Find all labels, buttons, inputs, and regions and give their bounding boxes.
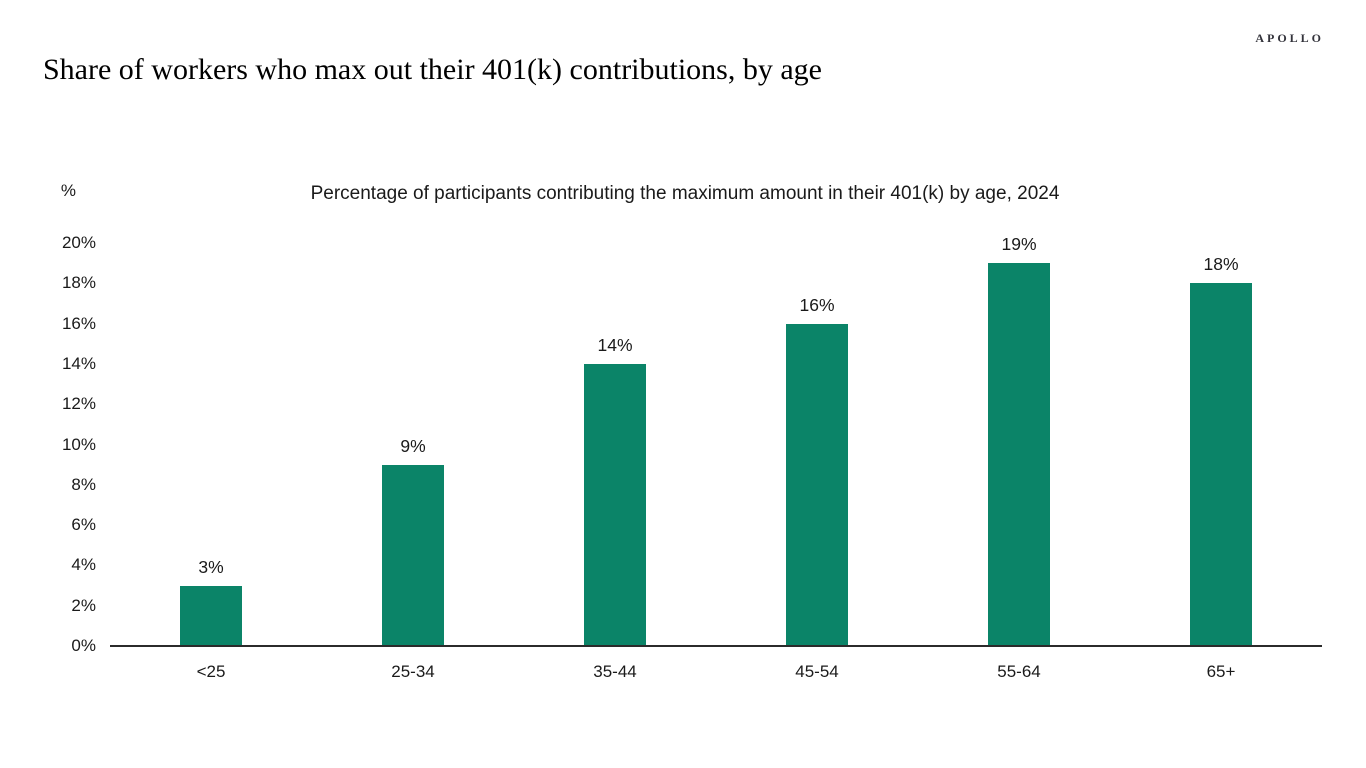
bar-value-label: 9% [400,435,426,456]
y-axis-tick-label: 10% [61,434,96,454]
y-axis-tick-label: 2% [71,595,96,615]
y-axis-tick-label: 16% [61,313,96,333]
x-axis-tick-label: 65+ [1206,662,1236,681]
y-axis-unit-label: % [60,181,76,200]
bar-value-label: 18% [1203,254,1239,275]
bar-1 [180,585,242,646]
x-axis-tick-label: <25 [196,662,226,681]
bar-5 [988,263,1050,646]
bar-value-label: 16% [799,294,835,315]
x-axis-baseline [110,645,1322,647]
bar-value-label: 19% [1001,234,1037,255]
y-axis-tick-label: 20% [61,233,96,252]
page-title: Share of workers who max out their 401(k… [43,53,822,86]
bar-4 [786,323,848,646]
x-axis-tick-label: 45-54 [795,662,839,681]
apollo-logo: APOLLO [1255,31,1324,45]
y-axis-tick-label: 12% [61,394,96,414]
bar-value-label: 14% [597,334,633,355]
chart-title: Percentage of participants contributing … [310,183,1060,204]
y-axis-tick-label: 18% [61,273,96,293]
x-axis-tick-label: 25-34 [391,662,435,681]
bar-2 [382,464,444,646]
y-axis-tick-label: 14% [61,353,96,373]
x-axis-tick-label: 55-64 [997,662,1041,681]
y-axis-tick-label: 6% [71,515,96,535]
y-axis-tick-label: 8% [71,474,96,494]
bar-6 [1190,283,1252,646]
y-axis-tick-label: 4% [71,555,96,575]
bar-value-label: 3% [198,556,224,577]
bar-3 [584,363,646,646]
x-axis-tick-label: 35-44 [593,662,637,681]
y-axis-tick-label: 0% [71,636,96,655]
